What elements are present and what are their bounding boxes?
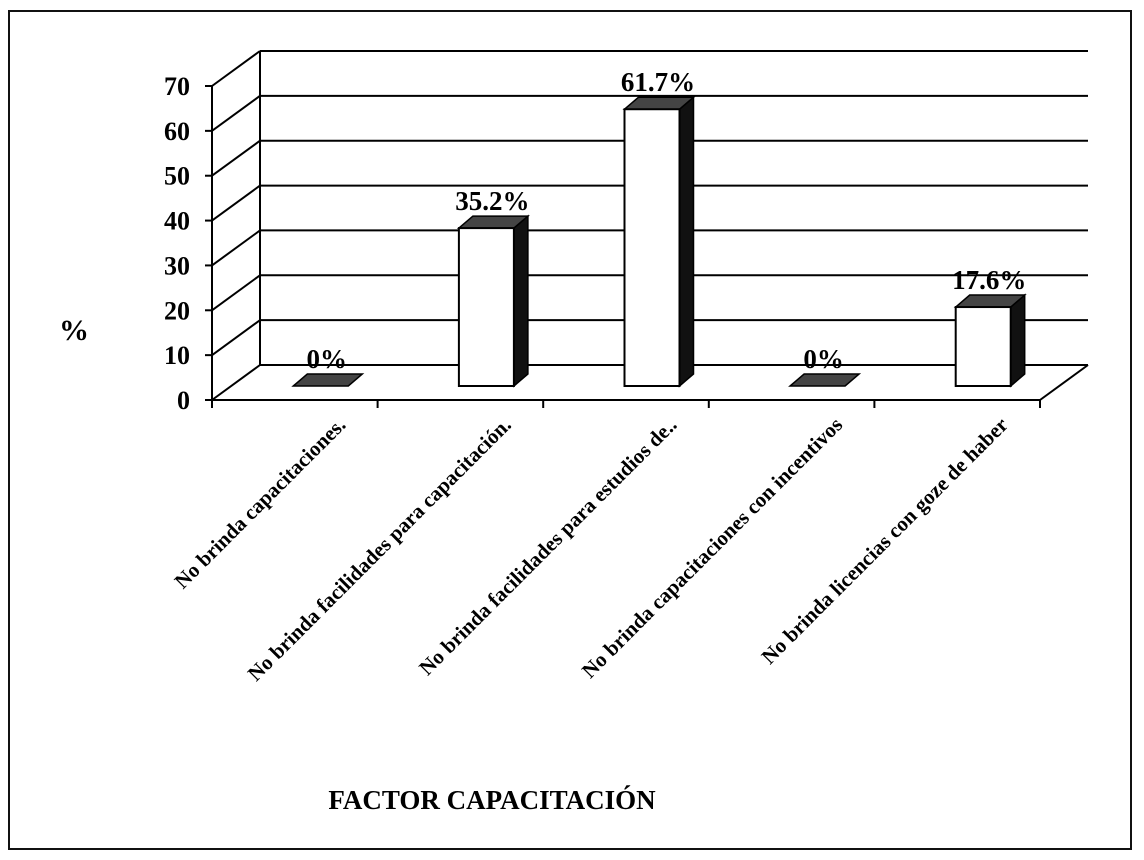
bar <box>953 293 1027 388</box>
data-label: 35.2% <box>455 186 529 216</box>
grid-diagonal <box>211 274 261 312</box>
y-tick-label: 60 <box>164 117 190 146</box>
bar-side <box>678 95 695 388</box>
bar <box>788 373 862 387</box>
data-label: 17.6% <box>952 265 1026 295</box>
grid-diagonal <box>211 50 261 87</box>
grid-diagonal <box>211 229 261 267</box>
y-axis-label: % <box>59 314 89 347</box>
axes <box>211 86 1041 408</box>
x-category-label: No brinda capacitaciones. <box>170 413 351 594</box>
floor-right-edge <box>1039 364 1089 401</box>
y-tick-label: 10 <box>164 341 190 370</box>
grid-diagonal <box>211 139 261 177</box>
bar-front <box>954 306 1012 387</box>
bar-front <box>623 108 681 388</box>
chart-frame <box>8 10 1132 850</box>
y-axis-ticks: 0 10 20 30 40 50 60 70 <box>164 72 212 415</box>
bar-front <box>457 227 515 387</box>
x-axis-categories: No brinda capacitaciones.No brinda facil… <box>170 413 1013 686</box>
y-tick-label: 20 <box>164 296 190 325</box>
bar <box>622 95 696 388</box>
chart-title: FACTOR CAPACITACIÓN <box>328 785 656 815</box>
x-category-label: No brinda facilidades para estudios de.. <box>414 413 681 680</box>
bar-zero <box>291 373 365 387</box>
bar-side <box>513 214 529 388</box>
y-tick-label: 40 <box>164 207 190 236</box>
data-label: 0% <box>307 344 348 374</box>
y-tick-label: 30 <box>164 251 190 280</box>
bars <box>291 95 1027 388</box>
y-tick-label: 50 <box>164 162 190 191</box>
grid-diagonal <box>211 95 261 132</box>
x-category-label: No brinda capacitaciones con incentivos <box>577 413 847 683</box>
data-label: 0% <box>803 344 844 374</box>
bar-zero <box>788 373 862 387</box>
data-label: 61.7% <box>621 67 695 97</box>
data-labels: 0% 35.2% 61.7% 0% 17.6% <box>307 67 1027 374</box>
bar <box>291 373 365 387</box>
bar-side <box>1009 293 1026 388</box>
y-tick-label: 70 <box>164 72 190 101</box>
y-tick-label: 0 <box>177 386 190 415</box>
grid-diagonal <box>211 319 261 356</box>
grid-diagonal <box>211 364 261 401</box>
grid-diagonal <box>211 184 261 222</box>
x-category-label: No brinda facilidades para capacitación. <box>243 413 516 686</box>
bar <box>456 214 530 388</box>
